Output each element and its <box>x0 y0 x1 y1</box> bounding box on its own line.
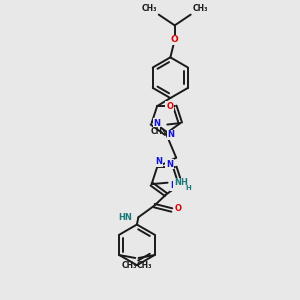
Text: CH₃: CH₃ <box>137 261 152 270</box>
Text: N: N <box>166 160 173 169</box>
Text: O: O <box>171 35 178 44</box>
Text: O: O <box>175 204 182 213</box>
Text: H: H <box>185 185 191 191</box>
Text: CH₃: CH₃ <box>142 4 157 13</box>
Text: HN: HN <box>118 213 132 222</box>
Text: N: N <box>153 118 160 127</box>
Text: N: N <box>155 157 162 166</box>
Text: N: N <box>168 130 175 140</box>
Text: CH₃: CH₃ <box>122 261 137 270</box>
Text: O: O <box>166 102 173 111</box>
Text: CH₃: CH₃ <box>192 4 208 13</box>
Text: NH: NH <box>174 178 188 187</box>
Text: N: N <box>170 181 178 190</box>
Text: CH₃: CH₃ <box>150 127 166 136</box>
